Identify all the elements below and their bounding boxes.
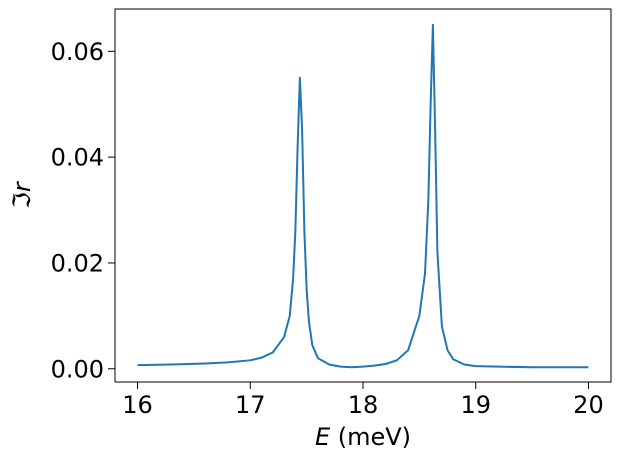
y-tick-label: 0.04 bbox=[51, 144, 104, 172]
x-tick-label: 20 bbox=[573, 391, 604, 419]
y-tick-label: 0.06 bbox=[51, 38, 104, 66]
x-tick-label: 18 bbox=[348, 391, 379, 419]
x-tick-label: 17 bbox=[235, 391, 266, 419]
x-axis-ticks: 16 17 18 19 20 bbox=[122, 382, 604, 419]
series-line bbox=[137, 23, 589, 369]
x-axis-label: E (meV) bbox=[315, 423, 411, 451]
y-tick-label: 0.02 bbox=[51, 249, 104, 277]
y-axis-label: ℑr bbox=[8, 180, 36, 209]
x-tick-label: 19 bbox=[460, 391, 491, 419]
x-tick-label: 16 bbox=[122, 391, 153, 419]
x-axis-label-unit: (meV) bbox=[330, 423, 411, 451]
x-axis-label-variable: E bbox=[315, 423, 331, 451]
y-axis-ticks: 0.00 0.02 0.04 0.06 bbox=[51, 38, 115, 383]
y-tick-label: 0.00 bbox=[51, 355, 104, 383]
plot-area-frame bbox=[114, 8, 612, 383]
